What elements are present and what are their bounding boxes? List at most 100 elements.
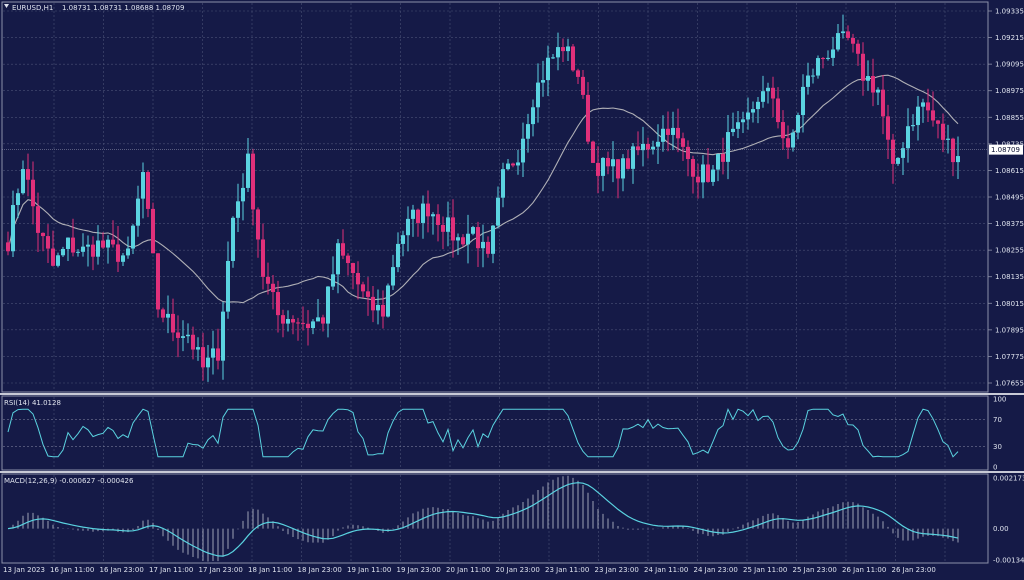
candle-body <box>656 141 660 147</box>
candle-body <box>236 201 240 218</box>
time-tick-label: 18 Jan 23:00 <box>298 566 342 574</box>
candle-body <box>781 122 785 139</box>
candle-body <box>641 143 645 151</box>
candle-body <box>161 309 165 318</box>
candle-body <box>491 225 495 254</box>
candle-body <box>171 313 175 333</box>
candle-body <box>921 102 925 107</box>
candle-body <box>946 138 950 140</box>
time-tick-label: 17 Jan 11:00 <box>149 566 193 574</box>
time-tick-label: 24 Jan 23:00 <box>694 566 738 574</box>
candle-body <box>811 75 815 77</box>
candle-body <box>276 292 280 316</box>
candle-body <box>446 217 450 232</box>
candle-body <box>226 260 230 312</box>
candle-body <box>576 70 580 77</box>
candle-body <box>526 124 530 139</box>
macd-axis-label: 0.00 <box>993 525 1009 533</box>
candle-body <box>596 162 600 176</box>
candle-body <box>186 334 190 337</box>
time-tick-label: 20 Jan 23:00 <box>496 566 540 574</box>
candle-body <box>301 322 305 324</box>
candle-body <box>286 319 290 324</box>
candle-body <box>211 348 215 358</box>
price-tick-label: 1.08855 <box>995 114 1024 122</box>
candle-body <box>441 224 445 232</box>
candle-body <box>926 102 930 111</box>
candle-body <box>561 47 565 52</box>
candle-body <box>686 146 690 160</box>
price-tick-label: 1.08615 <box>995 167 1024 175</box>
candle-body <box>201 347 205 368</box>
price-tick-label: 1.08255 <box>995 247 1024 255</box>
candle-body <box>556 47 560 58</box>
candle-body <box>231 217 235 261</box>
candle-body <box>261 239 265 277</box>
candle-body <box>766 87 770 92</box>
candle-body <box>101 240 105 248</box>
candle-body <box>711 169 715 182</box>
candle-body <box>586 94 590 142</box>
macd-pane-frame <box>1 473 989 564</box>
candle-body <box>61 248 65 256</box>
candle-body <box>696 176 700 183</box>
candle-body <box>81 246 85 252</box>
candle-body <box>726 132 730 162</box>
time-tick-label: 19 Jan 11:00 <box>347 566 391 574</box>
candle-body <box>566 46 570 52</box>
candle-body <box>661 128 665 142</box>
price-tick-label: 1.08735 <box>995 140 1024 148</box>
time-axis[interactable]: 13 Jan 2023 16 Jan 11:00 16 Jan 23:00 17 Ja… <box>3 566 936 574</box>
price-axis[interactable]: 1.09335 1.09215 1.09095 1.08975 1.08855 1.087… <box>988 8 1024 388</box>
candle-body <box>151 208 155 254</box>
candle-body <box>461 237 465 245</box>
candle-body <box>636 146 640 151</box>
candle-body <box>481 241 485 249</box>
candle-body <box>411 209 415 219</box>
candle-body <box>956 156 960 163</box>
chart-menu-triangle-icon[interactable] <box>4 4 9 8</box>
candle-body <box>906 126 910 149</box>
candle-body <box>591 141 595 163</box>
rsi-line <box>7 408 959 458</box>
rsi-axis: 100 70 30 0 <box>3 396 1006 472</box>
candle-body <box>56 255 60 266</box>
candle-body <box>246 153 250 188</box>
candle-body <box>616 159 620 179</box>
candle-body <box>896 157 900 164</box>
candle-body <box>136 198 140 226</box>
candle-body <box>826 57 830 59</box>
price-tick-label: 1.09095 <box>995 61 1024 69</box>
candle-body <box>871 76 875 93</box>
candle-body <box>631 146 635 169</box>
candle-body <box>916 106 920 126</box>
candle-body <box>451 217 455 241</box>
candle-body <box>371 296 375 311</box>
candle-body <box>731 128 735 133</box>
candle-body <box>531 107 535 125</box>
candle-body <box>46 236 50 249</box>
macd-axis: 0.002173 0.00 -0.001345 <box>993 475 1024 565</box>
candle-body <box>851 37 855 44</box>
candle-body <box>676 127 680 139</box>
candle-body <box>681 138 685 147</box>
candle-body <box>146 172 150 209</box>
price-tick-label: 1.09215 <box>995 34 1024 42</box>
candle-body <box>176 332 180 338</box>
candle-body <box>436 214 440 225</box>
time-tick-label: 17 Jan 23:00 <box>199 566 243 574</box>
candle-body <box>396 243 400 268</box>
candle-body <box>341 243 345 256</box>
candle-body <box>206 357 210 368</box>
time-tick-label: 25 Jan 11:00 <box>743 566 787 574</box>
candle-body <box>736 122 740 129</box>
rsi-pane-frame <box>1 395 989 471</box>
candle-body <box>281 315 285 324</box>
candle-body <box>36 206 40 233</box>
candle-body <box>891 139 895 164</box>
time-tick-label: 16 Jan 11:00 <box>50 566 94 574</box>
candle-body <box>31 179 35 207</box>
candle-body <box>931 110 935 121</box>
